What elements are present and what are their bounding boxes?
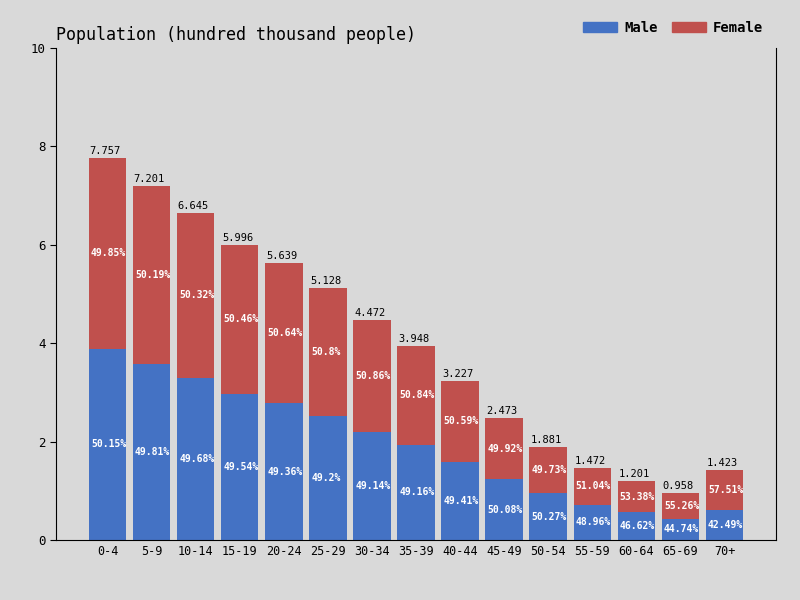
Bar	[221, 245, 258, 394]
Text: 6.645: 6.645	[178, 201, 209, 211]
Bar	[662, 519, 699, 540]
Text: 49.54%: 49.54%	[223, 462, 258, 472]
Bar	[442, 461, 479, 540]
Text: 50.86%: 50.86%	[355, 371, 390, 381]
Text: 49.41%: 49.41%	[443, 496, 478, 506]
Text: 49.16%: 49.16%	[399, 487, 434, 497]
Text: 57.51%: 57.51%	[708, 485, 743, 495]
Bar	[442, 381, 479, 461]
Text: 48.96%: 48.96%	[576, 517, 611, 527]
Bar	[530, 448, 567, 493]
Text: 7.201: 7.201	[134, 174, 165, 184]
Bar	[618, 512, 655, 540]
Text: Population (hundred thousand people): Population (hundred thousand people)	[56, 26, 416, 44]
Bar	[574, 505, 611, 540]
Bar	[662, 493, 699, 519]
Text: 50.19%: 50.19%	[135, 269, 170, 280]
Bar	[177, 213, 214, 377]
Bar	[618, 481, 655, 512]
Text: 50.27%: 50.27%	[532, 512, 567, 522]
Text: 0.958: 0.958	[662, 481, 694, 491]
Text: 5.996: 5.996	[222, 233, 253, 243]
Text: 44.74%: 44.74%	[664, 524, 699, 535]
Text: 51.04%: 51.04%	[576, 481, 611, 491]
Text: 50.15%: 50.15%	[91, 439, 126, 449]
Text: 1.423: 1.423	[706, 458, 738, 468]
Bar	[574, 467, 611, 505]
Text: 50.59%: 50.59%	[443, 416, 478, 427]
Text: 42.49%: 42.49%	[708, 520, 743, 530]
Bar	[486, 479, 523, 540]
Bar	[353, 432, 390, 540]
Text: 49.73%: 49.73%	[532, 466, 567, 475]
Bar	[89, 349, 126, 540]
Text: 1.881: 1.881	[530, 436, 562, 445]
Text: 3.948: 3.948	[398, 334, 430, 344]
Text: 5.639: 5.639	[266, 251, 297, 260]
Bar	[486, 418, 523, 479]
Bar	[221, 394, 258, 540]
Text: 49.68%: 49.68%	[179, 454, 214, 464]
Text: 50.64%: 50.64%	[267, 328, 302, 338]
Text: 50.8%: 50.8%	[311, 347, 341, 357]
Text: 5.128: 5.128	[310, 276, 342, 286]
Bar	[706, 470, 743, 510]
Bar	[133, 364, 170, 540]
Text: 49.14%: 49.14%	[355, 481, 390, 491]
Text: 1.472: 1.472	[574, 455, 606, 466]
Bar	[398, 346, 434, 445]
Bar	[265, 403, 302, 540]
Text: 4.472: 4.472	[354, 308, 386, 318]
Text: 49.36%: 49.36%	[267, 467, 302, 476]
Bar	[353, 320, 390, 432]
Text: 49.2%: 49.2%	[311, 473, 341, 483]
Bar	[309, 288, 346, 416]
Text: 50.46%: 50.46%	[223, 314, 258, 325]
Bar	[177, 377, 214, 540]
Bar	[265, 263, 302, 403]
Text: 53.38%: 53.38%	[620, 491, 655, 502]
Bar	[309, 416, 346, 540]
Text: 50.84%: 50.84%	[399, 390, 434, 400]
Text: 46.62%: 46.62%	[620, 521, 655, 531]
Bar	[530, 493, 567, 540]
Bar	[706, 510, 743, 540]
Text: 2.473: 2.473	[486, 406, 518, 416]
Text: 49.81%: 49.81%	[135, 447, 170, 457]
Text: 50.08%: 50.08%	[488, 505, 523, 515]
Text: 7.757: 7.757	[90, 146, 121, 157]
Text: 55.26%: 55.26%	[664, 501, 699, 511]
Text: 50.32%: 50.32%	[179, 290, 214, 301]
Text: 49.92%: 49.92%	[488, 443, 523, 454]
Text: 3.227: 3.227	[442, 369, 474, 379]
Bar	[133, 186, 170, 364]
Text: 1.201: 1.201	[618, 469, 650, 479]
Legend: Male, Female: Male, Female	[577, 16, 769, 41]
Bar	[89, 158, 126, 349]
Bar	[398, 445, 434, 540]
Text: 49.85%: 49.85%	[91, 248, 126, 259]
